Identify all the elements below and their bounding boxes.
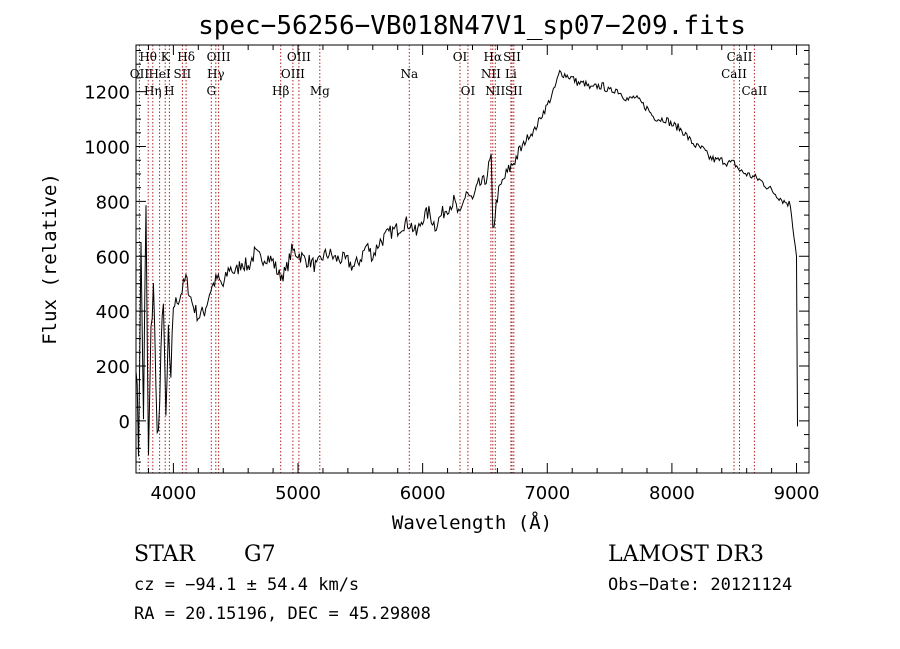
line-label-26: CaII (741, 84, 767, 98)
line-label-3: HeI (148, 67, 171, 81)
x-tick-label: 8000 (649, 483, 695, 504)
line-label-19: Hα (484, 50, 503, 64)
y-tick-label: 0 (119, 412, 130, 433)
spectral-line-markers (138, 45, 755, 473)
line-label-4: K (161, 50, 171, 64)
line-label-0: Hθ (139, 50, 157, 64)
line-label-11: Hβ (272, 84, 289, 98)
line-label-22: SII (503, 50, 521, 64)
x-axis: 4000 5000 6000 7000 8000 9000 (147, 45, 820, 504)
object-subclass: G7 (244, 542, 276, 567)
line-label-21: Li (505, 67, 517, 81)
line-label-14: Mg (310, 84, 330, 98)
x-tick-label: 5000 (275, 483, 321, 504)
chart-title: spec−56256−VB018N47V1_sp07−209.fits (198, 11, 746, 41)
line-label-17: OI (461, 84, 476, 98)
x-tick-label: 6000 (400, 483, 446, 504)
y-tick-label: 400 (96, 302, 130, 323)
y-tick-label: 200 (96, 357, 130, 378)
survey-label: LAMOST DR3 (608, 542, 764, 567)
x-tick-label: 9000 (774, 483, 820, 504)
line-label-7: Hδ (177, 50, 195, 64)
line-label-8: OIII (207, 50, 231, 64)
line-label-2: Hη (144, 84, 162, 98)
line-label-9: Hγ (207, 67, 225, 81)
y-axis-label: Flux (relative) (39, 173, 61, 345)
line-label-6: SII (174, 67, 192, 81)
line-label-24: CaII (721, 67, 747, 81)
y-tick-label: 600 (96, 247, 130, 268)
obs-date-text: Obs−Date: 20121124 (608, 575, 792, 595)
radec-text: RA = 20.15196, DEC = 45.29808 (134, 604, 431, 624)
redshift-text: cz = −94.1 ± 54.4 km/s (134, 575, 359, 595)
object-class: STAR (134, 542, 196, 567)
line-label-15: Na (400, 67, 418, 81)
line-label-20: NII (485, 84, 505, 98)
x-tick-label: 4000 (150, 483, 196, 504)
line-label-1: OII (130, 67, 150, 81)
y-tick-label: 1200 (84, 83, 130, 104)
line-label-13: OIII (287, 50, 311, 64)
spectrum-line (135, 69, 798, 457)
line-label-10: G (207, 84, 217, 98)
line-label-18: NII (481, 67, 501, 81)
plot-frame (135, 44, 810, 474)
line-label-16: OI (453, 50, 468, 64)
x-tick-label: 7000 (524, 483, 570, 504)
line-label-25: CaII (727, 50, 753, 64)
line-label-5: H (164, 84, 174, 98)
y-tick-label: 1000 (84, 138, 130, 159)
y-tick-label: 800 (96, 192, 130, 213)
x-axis-label: Wavelength (Å) (392, 511, 552, 534)
y-axis: 0 200 400 600 800 1000 1200 (84, 49, 809, 463)
line-label-12: OIII (281, 67, 305, 81)
line-label-23: SII (505, 84, 523, 98)
